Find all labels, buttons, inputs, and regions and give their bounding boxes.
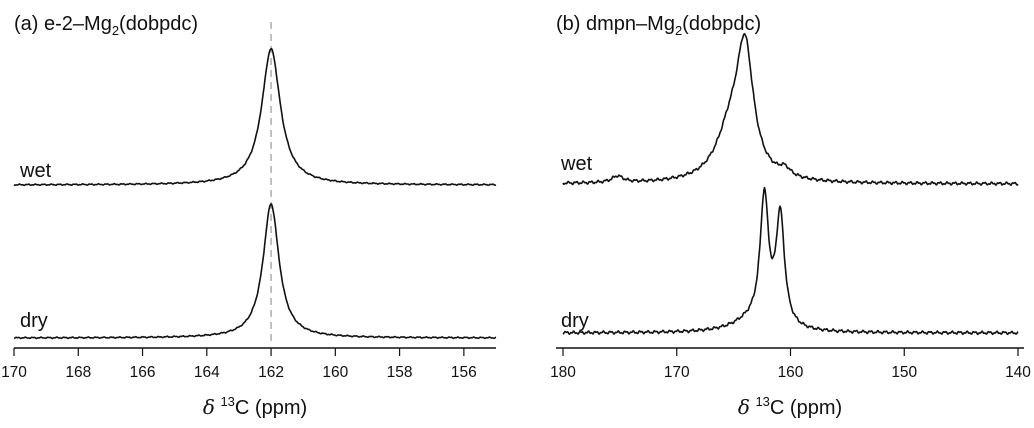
x-tick-label: 166 (130, 364, 156, 381)
x-axis-ticks: 170 168 166 164 162 160 158 156 (1, 348, 477, 381)
panel-b: (b) dmpn–Mg2(dobpdc) wet dry 180 170 160 15… (550, 13, 1031, 419)
x-tick-label: 162 (258, 364, 284, 381)
x-tick-label: 160 (322, 364, 348, 381)
x-tick-label: 170 (664, 364, 690, 381)
x-axis-title: δ 13C (ppm) (738, 394, 842, 419)
series-wet-line (562, 32, 1019, 186)
x-tick-label: 164 (194, 364, 220, 381)
x-tick-label: 180 (550, 364, 576, 381)
trace-label-dry: dry (561, 310, 589, 332)
x-tick-label: 156 (451, 364, 477, 381)
series-dry-line (13, 203, 497, 340)
x-axis-title: δ 13C (ppm) (203, 394, 307, 419)
x-tick-label: 160 (778, 364, 804, 381)
trace-label-wet: wet (560, 153, 593, 175)
panel-a: (a) e-2–Mg2(dobpdc) wet dry 170 168 166 164… (1, 13, 497, 419)
x-tick-label: 168 (65, 364, 91, 381)
trace-label-wet: wet (19, 160, 52, 182)
series-dry-line (562, 186, 1019, 336)
x-tick-label: 150 (891, 364, 917, 381)
panel-b-title: (b) dmpn–Mg2(dobpdc) (556, 13, 761, 38)
trace-label-dry: dry (20, 310, 48, 332)
series-wet-line (13, 47, 497, 187)
panel-a-title: (a) e-2–Mg2(dobpdc) (14, 13, 198, 38)
x-tick-label: 170 (1, 364, 27, 381)
x-tick-label: 140 (1005, 364, 1031, 381)
x-axis-ticks: 180 170 160 150 140 (550, 348, 1031, 381)
x-tick-label: 158 (387, 364, 413, 381)
